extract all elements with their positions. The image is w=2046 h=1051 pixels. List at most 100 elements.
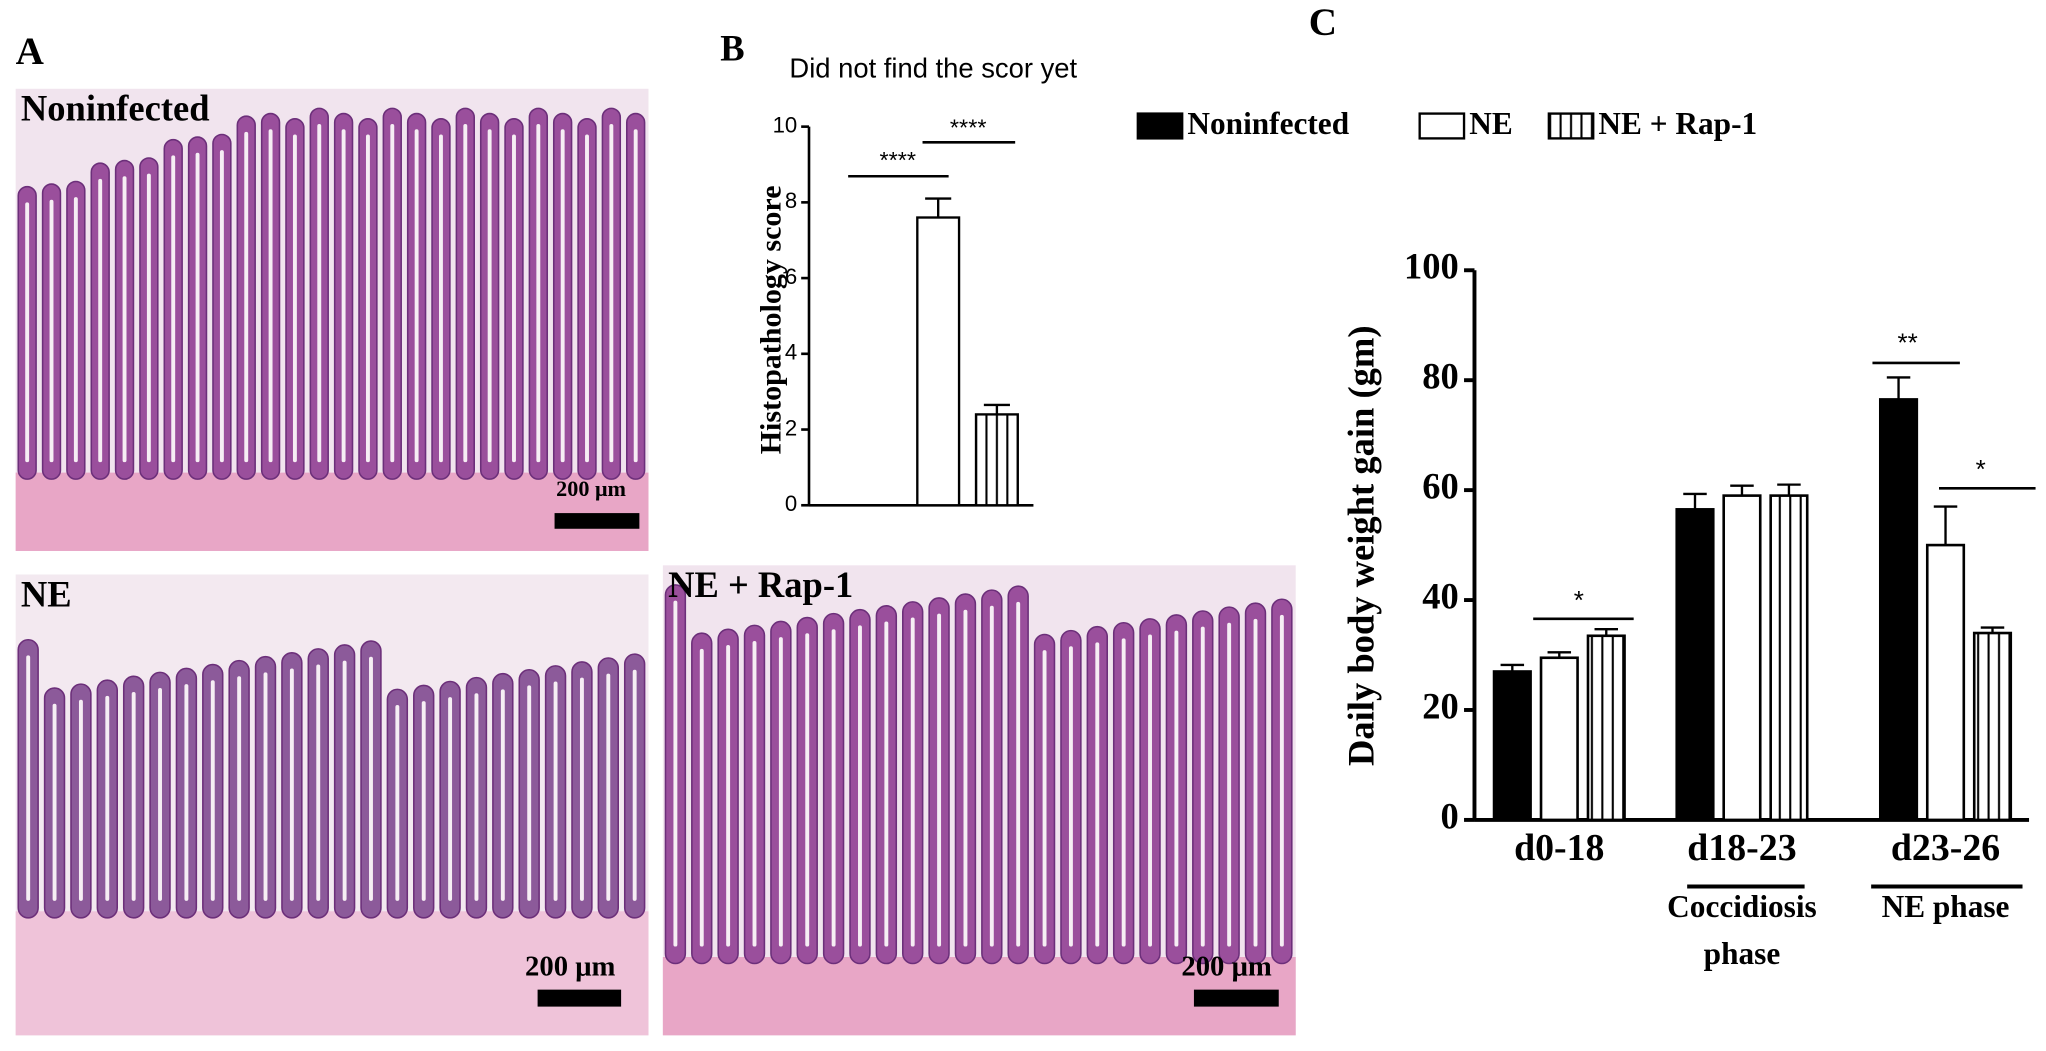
y-axis-label: Histopathology score [755, 185, 788, 454]
villus-core [910, 617, 915, 947]
y-tick-label: 0 [785, 491, 797, 516]
muscle-layer [15, 911, 649, 1036]
villus-core [752, 641, 757, 947]
phase-label: NE phase [1882, 889, 2010, 924]
error-bar [1886, 376, 1911, 400]
error-bar [1933, 505, 1958, 546]
villus-core [26, 655, 31, 901]
villus-core [365, 134, 370, 463]
scale-bar [537, 989, 622, 1007]
y-axis-label: Daily body weight gain (gm) [1340, 325, 1381, 766]
villus-core [73, 197, 78, 463]
y-tick-label: 2 [785, 415, 797, 440]
villus-core [1253, 618, 1258, 947]
villus-core [805, 633, 810, 947]
villus-core [98, 178, 103, 463]
muscle-layer [15, 472, 649, 551]
significance-label: * [1574, 585, 1584, 615]
villus-core [512, 134, 516, 463]
significance-label: **** [879, 147, 916, 173]
villus-core [78, 699, 83, 901]
villus-core [52, 703, 57, 901]
y-tick-label: 80 [1422, 356, 1459, 397]
histology-image: 200 μm NE [15, 573, 649, 1036]
y-tick-label: 60 [1422, 466, 1459, 507]
scale-bar-label: 200 μm [1181, 950, 1271, 982]
villus-core [609, 124, 614, 463]
phase-label: phase [1704, 936, 1781, 971]
legend-swatch [1418, 112, 1466, 140]
bar [916, 216, 961, 507]
villus-core [439, 134, 443, 463]
legend-swatch [1136, 112, 1184, 140]
image-label: NE [21, 573, 72, 614]
legend-swatch [1547, 112, 1595, 140]
histology-images: A 200 μm Noninfected 200 μm NE 200 μm NE + Rap… [16, 30, 1296, 1036]
villus-core [474, 693, 479, 901]
villus-core [1148, 634, 1152, 947]
error-bar [983, 403, 1010, 415]
villus-core [448, 697, 453, 901]
villus-core [342, 660, 347, 901]
scale-bar [554, 513, 640, 529]
villus-core [1095, 642, 1100, 947]
villus-core [184, 684, 189, 901]
villus-core [146, 173, 151, 463]
villus-core [831, 629, 836, 947]
error-bar [1980, 626, 2005, 634]
villus-core [49, 199, 54, 463]
error-bar [1730, 484, 1754, 496]
villus-core [395, 705, 400, 901]
y-tick-label: 4 [785, 340, 797, 365]
legend-label: Noninfected [1187, 106, 1349, 141]
muscle-layer [662, 956, 1296, 1036]
villus-core [244, 131, 249, 463]
villus-core [131, 691, 136, 901]
villus-core [219, 150, 224, 463]
panel-label: A [16, 30, 44, 73]
bar [1769, 494, 1809, 822]
villus-core [699, 648, 704, 947]
villus-core [585, 134, 589, 463]
villus-core [414, 129, 419, 463]
histology-image: 200 μm Noninfected [15, 88, 649, 551]
bar [1675, 508, 1715, 822]
villus-core [1279, 614, 1284, 947]
panel-label: C [1309, 1, 1337, 44]
phase-label: Coccidiosis [1667, 889, 1817, 924]
villus-core [1042, 650, 1047, 947]
villus-core [989, 605, 994, 947]
villus-core [390, 124, 395, 463]
villus-core [579, 677, 584, 901]
villus-core [673, 600, 678, 947]
image-label: Noninfected [21, 88, 210, 129]
villus-core [268, 129, 273, 463]
legend-label: NE + Rap-1 [1598, 106, 1757, 141]
villus-core [158, 688, 162, 901]
bar [1539, 656, 1579, 822]
y-tick-label: 0 [1441, 795, 1459, 836]
villus-core [884, 621, 889, 947]
villus-core [317, 124, 322, 463]
villus-core [527, 685, 532, 901]
panel-label: B [720, 28, 744, 69]
error-bar [1777, 483, 1801, 496]
villus-core [1200, 626, 1205, 947]
x-tick-label: d0-18 [1514, 827, 1604, 869]
significance-label: **** [950, 114, 987, 140]
villus-core [421, 701, 426, 901]
villus-core [536, 124, 541, 463]
error-bar [1547, 651, 1572, 658]
villus-core [1174, 630, 1179, 947]
scale-bar-label: 200 μm [556, 476, 626, 501]
histology-image: 200 μm NE + Rap-1 [662, 564, 1296, 1036]
villus-core [1121, 638, 1126, 947]
y-tick-label: 100 [1404, 246, 1459, 287]
bar [1492, 670, 1532, 822]
villus-core [632, 669, 637, 901]
villus-core [633, 129, 638, 463]
villus-core [487, 129, 492, 463]
y-tick-label: 20 [1422, 685, 1459, 726]
